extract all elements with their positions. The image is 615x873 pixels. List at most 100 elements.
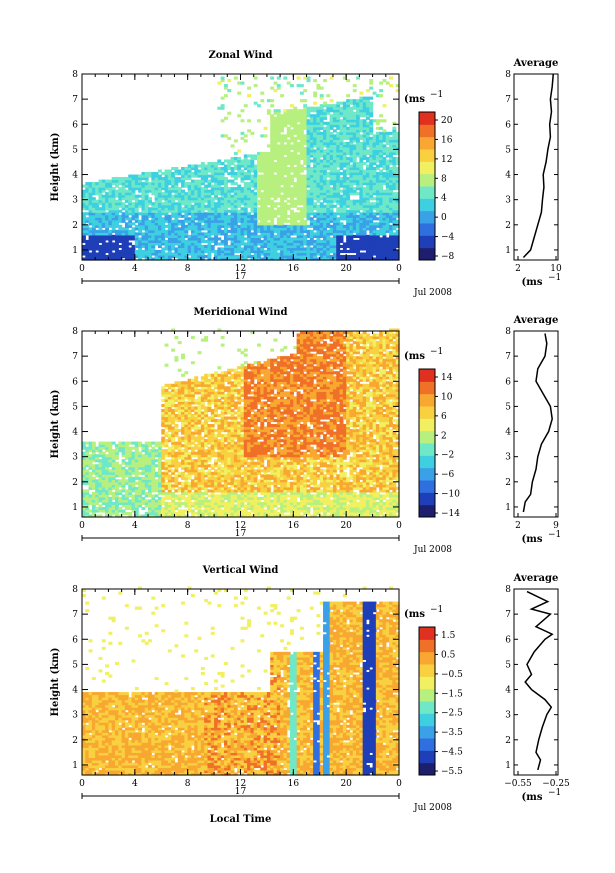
heatmap-cell (157, 169, 162, 173)
heatmap-cell (190, 247, 195, 251)
heatmap-cell (313, 156, 318, 161)
heatmap-cell (85, 232, 90, 236)
heatmap-cell (115, 204, 119, 208)
heatmap-cell (184, 234, 189, 238)
heatmap-cell (151, 234, 156, 238)
heatmap-cell (91, 214, 96, 218)
heatmap-cell (332, 139, 337, 143)
heatmap-cell (323, 224, 327, 228)
heatmap-cell (339, 144, 344, 148)
heatmap-cell (309, 106, 314, 110)
heatmap-cell (323, 237, 327, 241)
heatmap-cell (365, 101, 370, 105)
heatmap-cell (181, 174, 185, 178)
heatmap-cell (108, 209, 113, 213)
heatmap-cell (326, 139, 331, 143)
heatmap-cell (101, 179, 106, 183)
heatmap-cell (290, 239, 294, 244)
heatmap-cell (319, 154, 324, 158)
heatmap-cell (138, 224, 143, 228)
heatmap-cell (273, 81, 278, 85)
heatmap-cell (329, 192, 334, 196)
heatmap-cell (349, 99, 354, 103)
heatmap-cell (187, 197, 192, 201)
heatmap-cell (323, 227, 327, 231)
heatmap-cell (233, 239, 238, 244)
heatmap-cell (296, 76, 301, 80)
heatmap-cell (98, 192, 103, 196)
heatmap-cell (148, 227, 152, 231)
heatmap-cell (369, 169, 374, 173)
heatmap-cell (247, 197, 252, 201)
heatmap-cell (118, 234, 123, 238)
heatmap-cell (369, 192, 374, 196)
heatmap-cell (190, 179, 195, 183)
heatmap-cell (164, 202, 169, 206)
heatmap-cell (184, 242, 189, 246)
heatmap-cell (217, 204, 222, 208)
heatmap-cell (319, 119, 324, 123)
heatmap-cell (214, 222, 218, 226)
heatmap-cell (309, 207, 314, 211)
heatmap-cell (323, 252, 327, 256)
heatmap-cell (326, 161, 331, 166)
heatmap-cell (286, 239, 291, 244)
heatmap-cell (326, 197, 331, 201)
heatmap-cell (286, 199, 291, 203)
heatmap-cell (290, 167, 294, 171)
heatmap-cell (290, 247, 294, 251)
heatmap-cell (342, 224, 347, 228)
heatmap-cell (184, 177, 189, 181)
heatmap-cell (181, 199, 185, 203)
heatmap-cell (260, 154, 265, 158)
heatmap-cell (124, 189, 129, 193)
heatmap-cell (217, 172, 222, 176)
heatmap-cell (299, 154, 304, 158)
heatmap-cell (359, 197, 364, 201)
heatmap-cell (276, 252, 281, 256)
heatmap-cell (167, 187, 172, 191)
heatmap-cell (270, 144, 275, 148)
heatmap-cell (346, 202, 351, 206)
heatmap-cell (187, 174, 192, 178)
heatmap-cell (230, 224, 235, 228)
heatmap-cell (138, 252, 143, 256)
heatmap-cell (263, 202, 268, 206)
heatmap-cell (306, 134, 311, 138)
heatmap-cell (240, 234, 245, 238)
heatmap-cell (207, 209, 212, 213)
heatmap-cell (336, 254, 341, 259)
heatmap-cell (266, 214, 271, 218)
heatmap-cell (214, 232, 218, 236)
heatmap-cell (200, 219, 205, 223)
heatmap-cell (362, 136, 367, 140)
heatmap-cell (243, 174, 248, 178)
heatmap-cell (313, 197, 318, 201)
heatmap-cell (194, 182, 199, 186)
heatmap-cell (194, 227, 199, 231)
heatmap-cell (131, 204, 136, 208)
heatmap-cell (101, 242, 106, 246)
heatmap-cell (326, 94, 331, 98)
heatmap-cell (359, 239, 364, 244)
heatmap-cell (336, 149, 341, 153)
heatmap-cell (306, 252, 311, 256)
heatmap-cell (260, 227, 265, 231)
heatmap-cell (223, 94, 228, 98)
heatmap-cell (316, 214, 321, 218)
heatmap-cell (131, 209, 136, 213)
heatmap-cell (339, 222, 344, 226)
heatmap-cell (332, 194, 337, 198)
heatmap-cell (207, 234, 212, 238)
heatmap-cell (329, 177, 334, 181)
heatmap-cell (323, 212, 327, 216)
heatmap-cell (346, 199, 351, 203)
heatmap-cell (362, 219, 367, 223)
heatmap-cell (95, 189, 100, 193)
heatmap-cell (296, 249, 301, 254)
heatmap-cell (253, 212, 258, 216)
heatmap-cell (240, 257, 245, 261)
heatmap-cell (365, 214, 370, 218)
heatmap-cell (243, 214, 248, 218)
